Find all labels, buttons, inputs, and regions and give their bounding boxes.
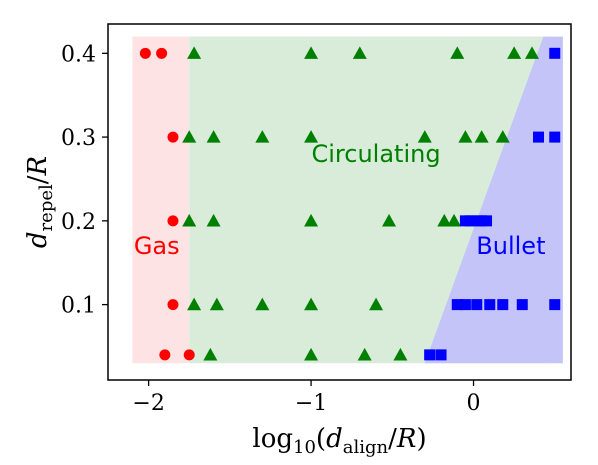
- circulating-point: [382, 213, 397, 227]
- region-gas: [132, 36, 190, 364]
- circulating-point: [437, 213, 452, 227]
- y-axis-label: drepel/R: [23, 156, 57, 248]
- circulating-point: [474, 130, 489, 143]
- bullet-point: [435, 349, 447, 361]
- bullet-point: [459, 299, 471, 311]
- bullet-point: [464, 215, 476, 227]
- circulating-point: [187, 297, 202, 311]
- circulating-point: [304, 46, 319, 59]
- x-axis-label: log10(dalign/R): [252, 424, 426, 458]
- region-label-bullet: Bullet: [476, 232, 545, 260]
- bullet-point: [516, 299, 528, 311]
- circulating-point: [458, 130, 473, 143]
- points-layer: [139, 46, 561, 361]
- gas-point: [139, 47, 151, 59]
- bullet-point: [451, 299, 463, 311]
- circulating-point: [495, 130, 510, 143]
- labels-layer: Gas Circulating Bullet: [134, 140, 546, 260]
- region-bullet: [424, 36, 563, 364]
- gas-point: [183, 349, 195, 361]
- bullet-point: [481, 215, 493, 227]
- x-tick-label: −2: [132, 391, 164, 416]
- gas-point: [167, 299, 179, 311]
- circulating-point: [357, 347, 372, 361]
- circulating-point: [450, 46, 465, 59]
- circulating-point: [206, 213, 221, 227]
- gas-point: [167, 131, 179, 143]
- y-tick-label: 0.3: [61, 126, 96, 151]
- region-layer: [132, 36, 563, 364]
- circulating-point: [304, 347, 319, 361]
- bullet-point: [549, 131, 561, 143]
- region-label-circulating: Circulating: [312, 140, 441, 168]
- circulating-point: [304, 213, 319, 227]
- circulating-point: [525, 46, 540, 59]
- ticks-layer: −2 −1 0 0.1 0.2 0.3 0.4: [61, 42, 481, 416]
- circulating-point: [352, 46, 367, 59]
- x-tick-label: −1: [295, 391, 327, 416]
- circulating-point: [304, 130, 319, 143]
- plot-frame: [107, 23, 572, 381]
- circulating-point: [209, 297, 224, 311]
- x-tick-label: 0: [467, 391, 481, 416]
- gas-point: [159, 349, 171, 361]
- circulating-point: [182, 213, 197, 227]
- bullet-point: [471, 299, 483, 311]
- bullet-point: [424, 349, 436, 361]
- circulating-point: [187, 46, 202, 59]
- bullet-point: [533, 131, 545, 143]
- circulating-point: [393, 347, 408, 361]
- gas-point: [167, 215, 179, 227]
- bullet-point: [549, 47, 561, 59]
- circulating-point: [203, 347, 218, 361]
- y-tick-label: 0.2: [61, 210, 96, 235]
- circulating-point: [369, 297, 384, 311]
- circulating-point: [255, 297, 270, 311]
- circulating-point: [507, 46, 522, 59]
- circulating-point: [206, 130, 221, 143]
- region-label-gas: Gas: [134, 232, 180, 260]
- y-tick-label: 0.4: [61, 42, 96, 67]
- bullet-point: [484, 299, 496, 311]
- circulating-point: [304, 297, 319, 311]
- axis-titles: log10(dalign/R) drepel/R: [23, 156, 427, 458]
- gas-point: [156, 47, 168, 59]
- bullet-point: [549, 299, 561, 311]
- circulating-point: [447, 213, 462, 227]
- circulating-point: [255, 130, 270, 143]
- bullet-point: [497, 299, 509, 311]
- circulating-point: [417, 130, 432, 143]
- circulating-point: [182, 130, 197, 143]
- y-tick-label: 0.1: [61, 294, 96, 319]
